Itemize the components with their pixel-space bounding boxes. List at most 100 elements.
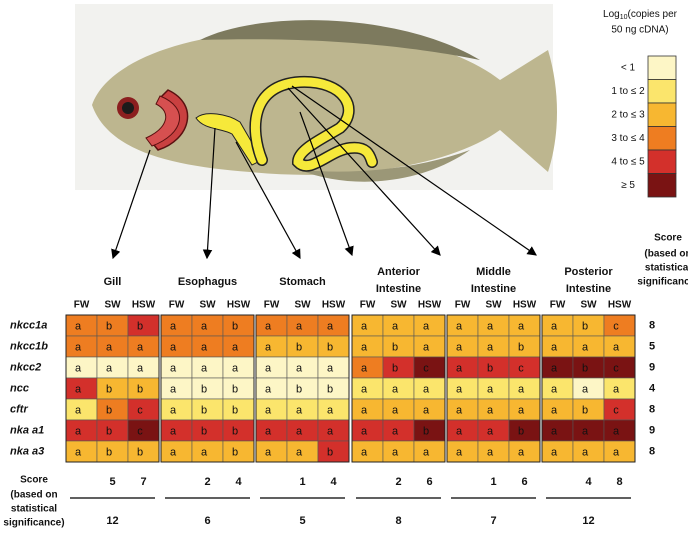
heat-cell — [572, 377, 605, 400]
cell-letter: b — [296, 341, 302, 353]
heat-cell — [222, 419, 255, 442]
cell-letter: a — [613, 425, 620, 437]
cell-letter: a — [170, 320, 177, 332]
heat-cell — [541, 356, 574, 379]
heat-cell — [382, 377, 415, 400]
heat-cell — [446, 398, 479, 421]
gene-score: 9 — [649, 361, 655, 373]
cell-letter: a — [170, 341, 177, 353]
cell-letter: b — [518, 425, 524, 437]
heat-cell — [508, 356, 541, 379]
heat-cell — [572, 440, 605, 463]
cell-letter: a — [361, 404, 368, 416]
organ-frame — [255, 314, 350, 463]
heat-cell — [222, 314, 255, 337]
heat-cell — [255, 440, 288, 463]
heat-cell — [382, 356, 415, 379]
cell-letter: c — [613, 362, 619, 374]
cell-letter: a — [487, 425, 494, 437]
organ-name: Middle — [476, 266, 511, 278]
cell-letter: a — [551, 404, 558, 416]
heat-cell — [286, 398, 319, 421]
cell-letter: a — [75, 320, 82, 332]
cell-letter: a — [423, 383, 430, 395]
cell-letter: a — [392, 446, 399, 458]
cell-letter: b — [327, 383, 333, 395]
heat-cell — [286, 335, 319, 358]
heat-cell — [160, 398, 193, 421]
score-note: significance) — [637, 277, 688, 288]
cell-letter: a — [75, 425, 82, 437]
heat-cell — [286, 314, 319, 337]
cell-letter: a — [106, 362, 113, 374]
column-label: SW — [199, 300, 216, 311]
organ-frame — [65, 314, 160, 463]
column-label: SW — [294, 300, 311, 311]
heat-cell — [222, 377, 255, 400]
heat-cell — [191, 419, 224, 442]
heat-cell — [255, 377, 288, 400]
cell-letter: a — [327, 362, 334, 374]
heat-cell — [541, 398, 574, 421]
gene-label: nka a1 — [10, 424, 44, 436]
heat-cell — [382, 440, 415, 463]
heat-cell — [255, 314, 288, 337]
gene-label: nkcc1b — [10, 340, 48, 352]
score-note: (based on — [10, 490, 57, 501]
heat-cell — [603, 356, 636, 379]
cell-letter: a — [75, 362, 82, 374]
organ-name: Intestine — [471, 283, 516, 295]
heat-cell — [160, 419, 193, 442]
organ-score: 4 — [330, 476, 337, 488]
organ-total: 5 — [299, 515, 305, 527]
heat-cell — [508, 335, 541, 358]
heat-cell — [446, 419, 479, 442]
cell-letter: a — [518, 446, 525, 458]
cell-letter: b — [392, 341, 398, 353]
heat-cell — [191, 356, 224, 379]
cell-letter: a — [296, 362, 303, 374]
heat-cell — [603, 398, 636, 421]
cell-letter: a — [361, 425, 368, 437]
organ-score: 1 — [490, 476, 496, 488]
cell-letter: a — [201, 341, 208, 353]
heat-cell — [477, 398, 510, 421]
cell-letter: a — [75, 404, 82, 416]
cell-letter: b — [137, 320, 143, 332]
heat-cell — [446, 335, 479, 358]
cell-letter: a — [265, 404, 272, 416]
legend-label: < 1 — [621, 63, 636, 74]
legend-swatch — [647, 102, 677, 127]
heat-cell — [351, 419, 384, 442]
heat-cell — [65, 440, 98, 463]
organ-score: 8 — [616, 476, 622, 488]
fish-illustration — [75, 4, 557, 190]
column-label: FW — [169, 300, 185, 311]
heat-cell — [160, 314, 193, 337]
cell-letter: a — [75, 383, 82, 395]
heat-cell — [160, 440, 193, 463]
cell-letter: a — [456, 341, 463, 353]
cell-letter: a — [201, 446, 208, 458]
cell-letter: a — [75, 341, 82, 353]
heat-cell — [96, 377, 129, 400]
heat-cell — [603, 314, 636, 337]
legend-title-line2: 50 ng cDNA) — [611, 25, 668, 36]
heat-cell — [96, 335, 129, 358]
heat-cell — [413, 335, 446, 358]
heat-cell — [96, 419, 129, 442]
cell-letter: b — [392, 362, 398, 374]
legend-label: 2 to ≤ 3 — [611, 110, 645, 121]
cell-letter: a — [582, 383, 589, 395]
heat-cell — [477, 377, 510, 400]
cell-letter: b — [582, 404, 588, 416]
column-label: SW — [104, 300, 121, 311]
column-label: FW — [264, 300, 280, 311]
cell-letter: b — [201, 404, 207, 416]
heat-cell — [96, 440, 129, 463]
cell-letter: a — [456, 320, 463, 332]
heat-cell — [572, 314, 605, 337]
heat-cell — [222, 398, 255, 421]
cell-letter: a — [265, 425, 272, 437]
column-label: SW — [580, 300, 597, 311]
